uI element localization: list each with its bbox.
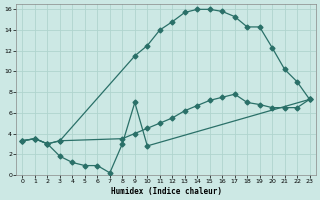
X-axis label: Humidex (Indice chaleur): Humidex (Indice chaleur)	[110, 187, 221, 196]
